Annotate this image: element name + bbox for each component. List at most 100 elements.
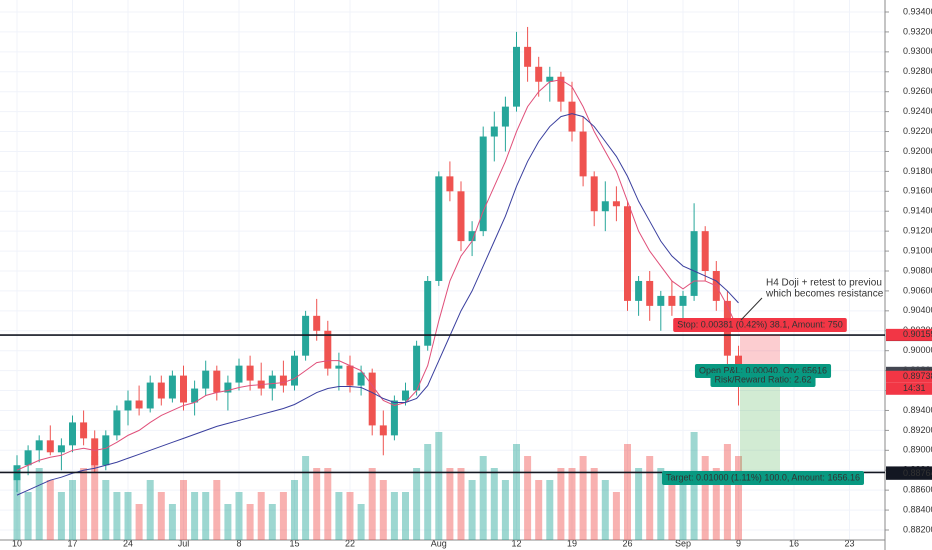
candle-body <box>601 201 609 212</box>
candle-body <box>468 231 476 242</box>
volume-bar <box>46 480 54 540</box>
candle-body <box>490 126 498 137</box>
candle-body <box>657 295 665 306</box>
stop-label-text: Stop: 0.00381 (0.42%) 38.1, Amount: 750 <box>677 319 843 329</box>
candle-body <box>46 440 54 453</box>
volume-bar <box>213 480 221 540</box>
price-label-bg <box>886 467 932 480</box>
candle-body <box>424 280 432 346</box>
candle-body <box>368 372 376 426</box>
candle-body <box>124 400 132 411</box>
volume-bar <box>668 480 676 540</box>
candle-body <box>180 375 187 403</box>
volume-bar <box>657 468 665 540</box>
candle-body <box>479 136 487 232</box>
volume-bar <box>268 504 276 540</box>
x-tick-label: 23 <box>844 538 854 548</box>
candle-body <box>335 365 343 369</box>
x-tick-label: 22 <box>345 538 355 548</box>
price-label-bg <box>886 370 932 383</box>
candle-body <box>268 375 276 389</box>
volume-bar <box>468 480 476 540</box>
candle-body <box>146 382 154 409</box>
candle-body <box>402 390 409 401</box>
candle-body <box>690 231 698 296</box>
candle-body <box>279 375 287 386</box>
x-tick-label: 8 <box>236 538 241 548</box>
candle-body <box>435 176 443 281</box>
candle-body <box>524 46 532 67</box>
volume-bar <box>435 432 443 540</box>
candle-body <box>501 106 509 127</box>
volume-bar <box>624 444 631 540</box>
candle-body <box>679 295 687 306</box>
price-label: 0.90159 <box>903 329 932 339</box>
candle-body <box>590 176 598 212</box>
volume-bar <box>257 492 265 540</box>
candle-body <box>635 280 643 301</box>
pnl-label-text: Open P&L: 0.00040, Qty: 65616 <box>699 365 827 375</box>
rr-label-bg <box>710 373 816 387</box>
volume-bar <box>413 468 421 540</box>
x-tick-label: 17 <box>67 538 77 548</box>
x-tick-label: 12 <box>511 538 521 548</box>
candle-body <box>224 382 232 393</box>
candle-body <box>379 425 387 436</box>
countdown-bg <box>886 382 932 395</box>
volume-bar <box>679 480 687 540</box>
candle-body <box>168 375 176 399</box>
candle-body <box>313 315 321 331</box>
candle-body <box>413 345 421 391</box>
x-tick-label: 26 <box>622 538 632 548</box>
x-tick-label: Aug <box>431 538 447 548</box>
annotation-text: H4 Doji + retest to previou <box>766 278 882 289</box>
volume-bar <box>357 504 365 540</box>
volume-bar <box>279 492 287 540</box>
volume-bar <box>113 492 121 540</box>
candle-body <box>57 445 65 453</box>
volume-bar <box>612 492 620 540</box>
volume-bar <box>557 468 565 540</box>
volume-bar <box>601 480 609 540</box>
volume-bar <box>568 468 576 540</box>
volume-bar <box>235 492 243 540</box>
volume-bar <box>479 456 487 540</box>
volume-bar <box>80 468 88 540</box>
volume-bar <box>157 492 165 540</box>
countdown: 14:31 <box>903 383 926 393</box>
candle-body <box>235 365 243 383</box>
x-tick-label: 24 <box>123 538 133 548</box>
target-zone <box>740 372 780 473</box>
candle-body <box>513 46 520 107</box>
volume-bar <box>13 480 21 540</box>
volume-bar <box>202 492 210 540</box>
volume-bar <box>712 468 720 540</box>
candle-body <box>557 76 565 102</box>
candle-body <box>568 101 576 132</box>
x-tick-label: 19 <box>567 538 577 548</box>
volume-bar <box>379 480 387 540</box>
volume-bar <box>701 456 709 540</box>
candle-body <box>701 231 709 271</box>
volume-bar <box>579 456 587 540</box>
candle-body <box>202 370 210 389</box>
volume-bar <box>490 468 498 540</box>
volume-bar <box>313 468 321 540</box>
target-label-bg <box>662 471 864 485</box>
volume-bar <box>91 456 99 540</box>
volume-bar <box>690 432 698 540</box>
candle-body <box>390 400 398 436</box>
